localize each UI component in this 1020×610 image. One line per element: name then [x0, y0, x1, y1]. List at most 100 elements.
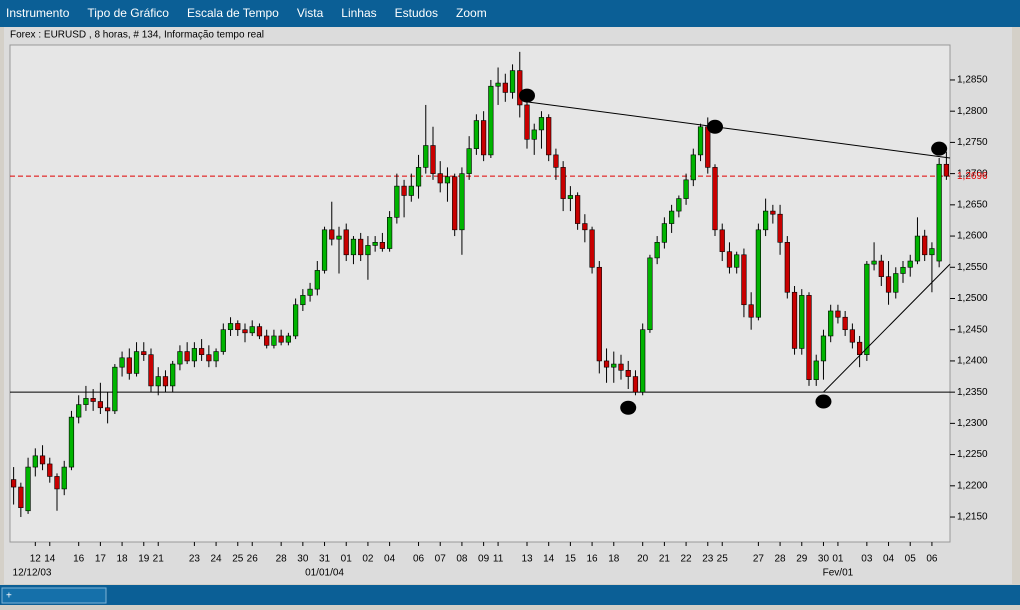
x-tick-label: 05: [905, 554, 917, 565]
menu-bar: [0, 0, 1020, 27]
candle-body: [676, 198, 682, 212]
candle-body: [401, 185, 407, 196]
candle-body: [452, 176, 458, 231]
candle-body: [690, 154, 696, 181]
candle-body: [350, 238, 357, 256]
candle-body: [538, 117, 545, 131]
candle-body: [625, 369, 631, 377]
candle-body: [162, 376, 169, 387]
candle-body: [849, 329, 855, 343]
candle-body: [112, 366, 118, 412]
candle-body: [133, 351, 140, 374]
candle-body: [47, 463, 53, 477]
candle-body: [813, 360, 819, 380]
candle-body: [18, 486, 24, 508]
candle-body: [575, 195, 581, 224]
x-tick-label: 13: [521, 554, 533, 565]
candle-body: [365, 245, 371, 256]
candle-body: [546, 117, 552, 156]
candle-body: [423, 145, 429, 168]
x-tick-label: 01: [832, 554, 844, 565]
candle-body: [806, 295, 812, 380]
x-tick-label: 18: [608, 554, 620, 565]
candle-body: [878, 260, 884, 277]
candle-body: [517, 70, 523, 106]
x-tick-label: 20: [637, 554, 649, 565]
y-tick-label: 1,2250: [957, 449, 988, 460]
pivot-marker: [707, 119, 723, 134]
candle-body: [929, 248, 935, 256]
candle-body: [184, 351, 190, 362]
candle-body: [321, 229, 328, 271]
candle-body: [242, 329, 248, 334]
candle-body: [734, 254, 740, 268]
x-tick-label: 16: [73, 554, 85, 565]
x-tick-label: 23: [702, 554, 714, 565]
candle-body: [61, 466, 67, 490]
candle-body: [314, 270, 320, 290]
menu-item[interactable]: Estudos: [395, 6, 438, 20]
x-tick-label: 08: [456, 554, 468, 565]
candle-body: [654, 242, 660, 259]
x-tick-label: 21: [659, 554, 671, 565]
date-label: 01/01/04: [305, 568, 344, 579]
menu-item[interactable]: Linhas: [341, 6, 376, 20]
candle-body: [719, 229, 725, 252]
candle-body: [227, 323, 234, 331]
candle-body: [336, 235, 342, 240]
status-icon: +: [6, 591, 12, 602]
menu-item[interactable]: Instrumento: [6, 6, 70, 20]
y-tick-label: 1,2500: [957, 293, 988, 304]
x-tick-label: 18: [117, 554, 129, 565]
candle-body: [466, 148, 472, 174]
candle-body: [495, 82, 501, 87]
x-tick-label: 04: [384, 554, 396, 565]
menu-item[interactable]: Vista: [297, 6, 324, 20]
candle-body: [76, 404, 82, 418]
candle-body: [697, 126, 704, 156]
x-tick-label: 15: [565, 554, 577, 565]
x-tick-label: 01: [341, 554, 353, 565]
x-tick-label: 19: [138, 554, 150, 565]
candle-body: [611, 363, 617, 368]
candle-body: [329, 229, 335, 240]
candle-body: [907, 260, 913, 268]
candle-body: [437, 173, 443, 184]
menu-item[interactable]: Zoom: [456, 6, 487, 20]
x-tick-label: 22: [681, 554, 693, 565]
candle-body: [148, 354, 154, 387]
pivot-marker: [620, 400, 637, 415]
y-tick-label: 1,2850: [957, 75, 988, 86]
candle-body: [531, 129, 537, 140]
candle-body: [379, 242, 385, 249]
date-label: 12/12/03: [13, 568, 52, 579]
candle-body: [820, 335, 827, 362]
candle-body: [596, 266, 602, 362]
menu-item[interactable]: Tipo de Gráfico: [87, 6, 169, 20]
y-tick-label: 1,2700: [957, 168, 988, 179]
candle-body: [141, 351, 147, 355]
candle-body: [603, 360, 610, 368]
menu-item[interactable]: Escala de Tempo: [187, 6, 279, 20]
candle-body: [278, 335, 284, 343]
candle-body: [68, 416, 75, 468]
candle-body: [32, 455, 38, 468]
x-tick-label: 14: [44, 554, 56, 565]
candle-body: [105, 407, 111, 412]
candle-body: [632, 376, 639, 393]
candle-body: [170, 363, 176, 387]
candle-body: [900, 266, 906, 274]
candle-body: [770, 210, 776, 215]
trendline: [823, 263, 951, 393]
candle-body: [235, 323, 241, 331]
candle-body: [119, 357, 125, 368]
candle-body: [755, 229, 761, 318]
candle-body: [712, 167, 718, 231]
candle-body: [618, 363, 624, 371]
candle-body: [220, 329, 226, 352]
candle-body: [509, 70, 516, 93]
candle-body: [415, 167, 422, 187]
candle-body: [560, 167, 566, 199]
candle-body: [784, 242, 790, 293]
x-tick-label: 21: [153, 554, 165, 565]
